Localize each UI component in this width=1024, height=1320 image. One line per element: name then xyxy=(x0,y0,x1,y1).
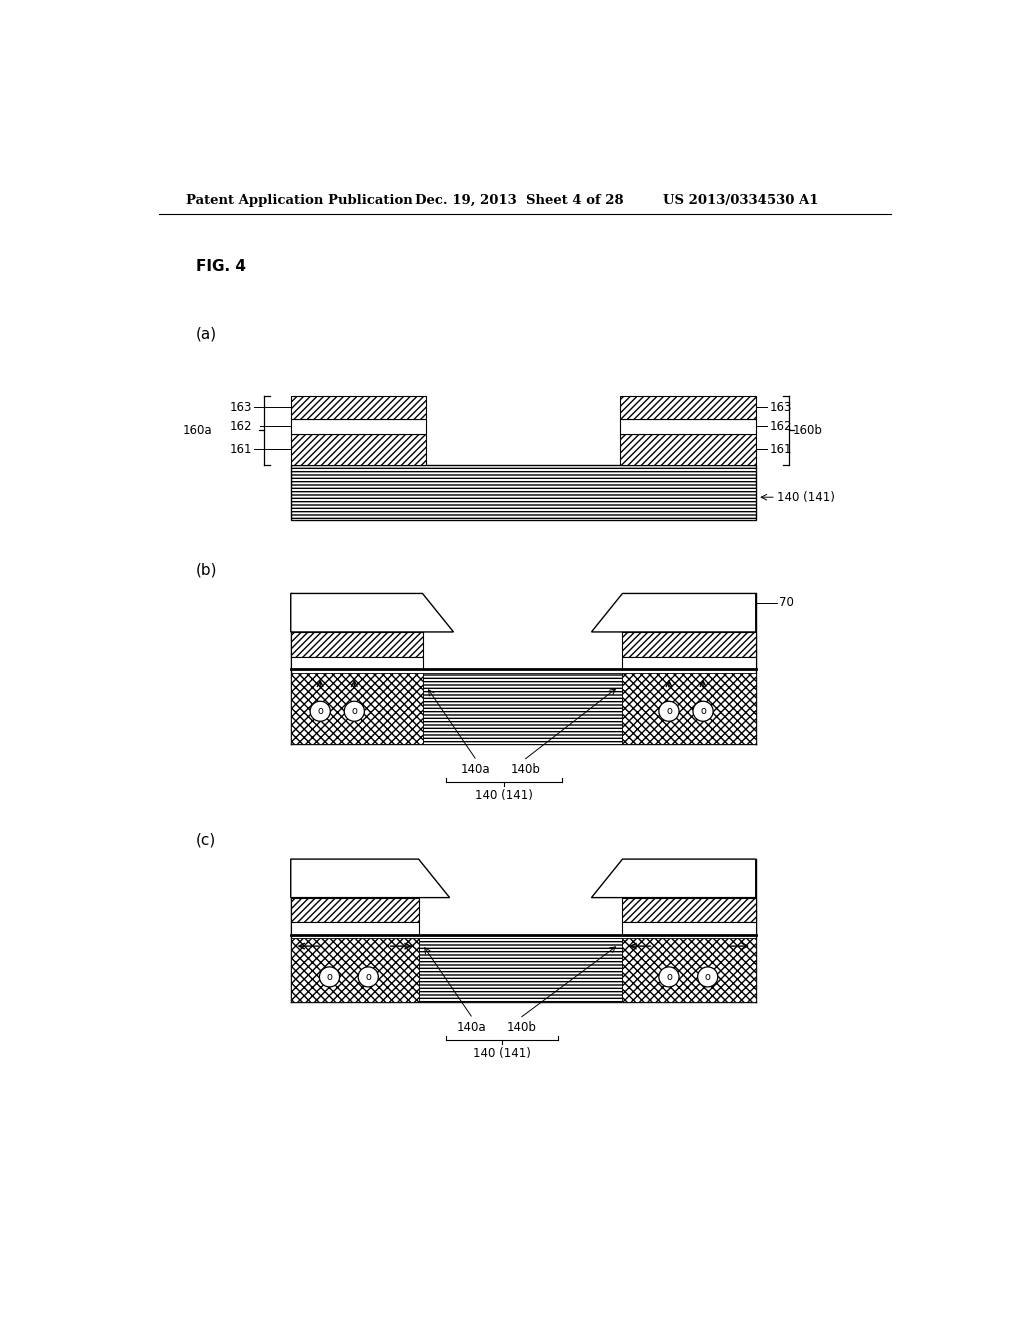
Text: (b): (b) xyxy=(197,562,218,578)
Polygon shape xyxy=(291,859,450,898)
Text: 161: 161 xyxy=(229,444,252,455)
Bar xyxy=(291,396,426,418)
Bar xyxy=(623,898,756,923)
Text: o: o xyxy=(700,706,706,717)
Polygon shape xyxy=(592,859,756,898)
Bar xyxy=(291,418,426,434)
Circle shape xyxy=(697,966,718,987)
Text: US 2013/0334530 A1: US 2013/0334530 A1 xyxy=(663,194,818,207)
Text: o: o xyxy=(317,706,324,717)
Text: 162: 162 xyxy=(770,420,793,433)
Bar xyxy=(623,656,756,669)
Text: 140a: 140a xyxy=(457,1020,486,1034)
Circle shape xyxy=(310,701,331,721)
Circle shape xyxy=(658,701,679,721)
Text: o: o xyxy=(327,972,333,982)
Polygon shape xyxy=(291,594,454,632)
Bar xyxy=(291,673,423,743)
Bar xyxy=(623,673,756,743)
Text: (a): (a) xyxy=(197,326,217,342)
Text: 160a: 160a xyxy=(182,424,212,437)
Text: 70: 70 xyxy=(779,597,794,610)
Bar xyxy=(291,939,419,1002)
Bar xyxy=(423,673,623,743)
Text: 140b: 140b xyxy=(511,763,541,776)
Text: o: o xyxy=(666,972,672,982)
Text: 163: 163 xyxy=(229,400,252,413)
Bar xyxy=(621,434,756,465)
Bar xyxy=(419,939,623,1002)
Bar xyxy=(291,898,419,923)
Bar xyxy=(291,465,756,520)
Text: o: o xyxy=(666,706,672,717)
Bar xyxy=(291,632,423,656)
Bar xyxy=(291,923,419,935)
Text: 140b: 140b xyxy=(507,1020,537,1034)
Text: o: o xyxy=(705,972,711,982)
Text: 140a: 140a xyxy=(461,763,490,776)
Bar xyxy=(623,939,756,1002)
Text: 140 (141): 140 (141) xyxy=(475,789,532,803)
Bar xyxy=(621,396,756,418)
Polygon shape xyxy=(592,594,756,632)
Text: 161: 161 xyxy=(770,444,793,455)
Text: o: o xyxy=(366,972,371,982)
Circle shape xyxy=(693,701,713,721)
Bar xyxy=(623,923,756,935)
Bar xyxy=(623,632,756,656)
Circle shape xyxy=(319,966,340,987)
Text: 160b: 160b xyxy=(793,424,822,437)
Text: 140 (141): 140 (141) xyxy=(473,1047,530,1060)
Bar xyxy=(291,434,426,465)
Bar xyxy=(621,418,756,434)
Circle shape xyxy=(658,966,679,987)
Text: Patent Application Publication: Patent Application Publication xyxy=(186,194,413,207)
Circle shape xyxy=(344,701,365,721)
Circle shape xyxy=(358,966,378,987)
Text: 163: 163 xyxy=(770,400,793,413)
Text: Dec. 19, 2013  Sheet 4 of 28: Dec. 19, 2013 Sheet 4 of 28 xyxy=(415,194,624,207)
Text: FIG. 4: FIG. 4 xyxy=(197,259,246,273)
Text: 140 (141): 140 (141) xyxy=(777,491,836,504)
Text: (c): (c) xyxy=(197,833,216,847)
Bar xyxy=(291,656,423,669)
Text: o: o xyxy=(351,706,357,717)
Text: 162: 162 xyxy=(229,420,252,433)
